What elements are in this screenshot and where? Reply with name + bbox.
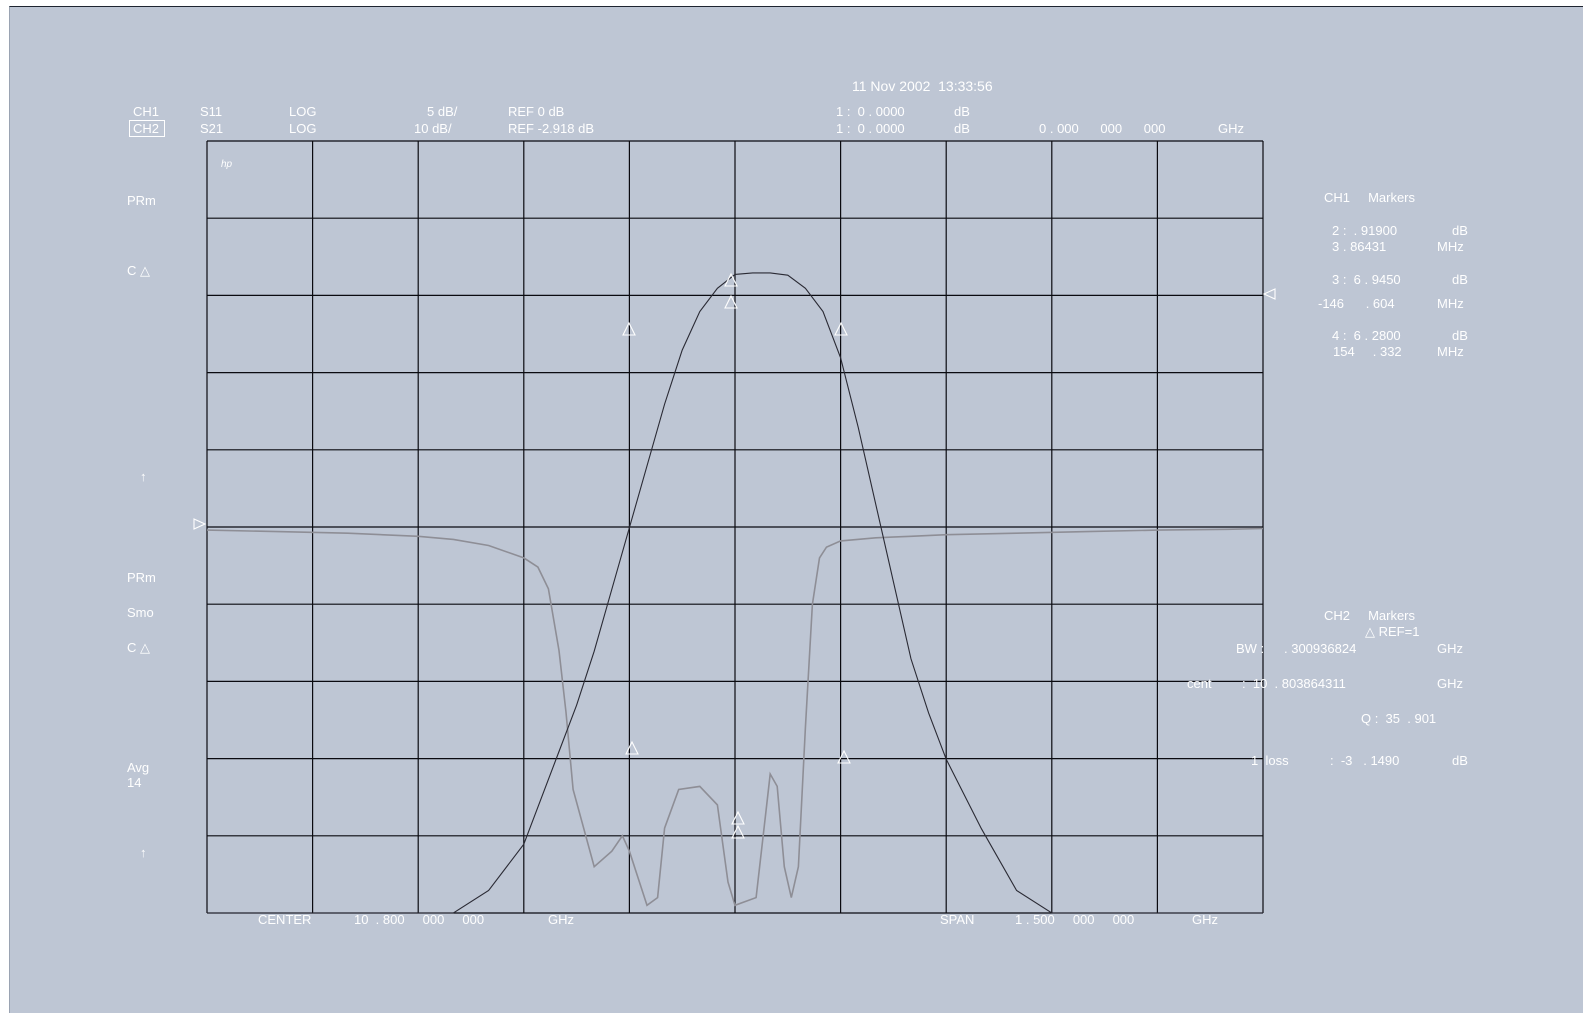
ch1-marker1-unit: dB [954, 104, 970, 119]
ch2-format: LOG [289, 121, 317, 136]
trace-markers [193, 272, 1276, 839]
ch1-marker4-freq: 154 . 332 [1333, 344, 1402, 359]
ch1-marker2-freq: 3 . 86431 [1332, 239, 1387, 254]
ch2-marker1-unit: dB [954, 121, 970, 136]
ref-pointer-ch1 [1262, 288, 1276, 300]
ch2-marker1-freq-unit: GHz [1218, 121, 1244, 136]
ch1-marker1-value: 1 : 0 . 0000 [836, 104, 905, 119]
ch1-format: LOG [289, 104, 317, 119]
ch1-markers-title: CH1 Markers [1324, 190, 1416, 205]
center-value: 10 . 800 000 000 [354, 912, 485, 927]
averaging: Avg [127, 760, 150, 775]
ch1-marker3-freq-unit: MHz [1437, 296, 1464, 311]
marker-3-ch1 [625, 740, 639, 755]
center-label: CENTER [258, 912, 312, 927]
ch1-ref: REF 0 dB [508, 104, 565, 119]
marker-1-ch1 [731, 810, 745, 839]
center-freq-label: cent [1187, 676, 1212, 691]
q-factor: Q : 35 . 901 [1361, 711, 1437, 726]
ch2-param: S21 [200, 121, 224, 136]
ch1-label[interactable]: CH1 [133, 104, 160, 119]
ch1-marker3-freq: -146 . 604 [1318, 296, 1395, 311]
ch1-marker2-freq-unit: MHz [1437, 239, 1464, 254]
span-label: SPAN [940, 912, 975, 927]
ref-pointer-ch2 [193, 518, 207, 530]
hp-logo: hp [221, 159, 233, 170]
ch1-marker3-value: 3 : 6 . 9450 [1332, 272, 1401, 287]
bandwidth-value: . 300936824 [1284, 641, 1357, 656]
trace-ch1-s11 [206, 527, 1264, 907]
bandwidth-label: BW : [1236, 641, 1265, 656]
power-range-ch2: PRm [127, 570, 156, 585]
bandwidth-unit: GHz [1437, 641, 1463, 656]
marker-1-ch2 [724, 272, 738, 309]
ch1-marker4-freq-unit: MHz [1437, 344, 1464, 359]
center-freq-value: : 10 . 803864311 [1242, 676, 1346, 691]
ch2-marker1-freq: 0 . 000 000 000 [1039, 121, 1166, 136]
ch2-marker-ref: △ REF=1 [1365, 624, 1420, 639]
trace-ch2-s21 [207, 272, 1263, 914]
ch1-marker2-value: 2 : . 91900 [1332, 223, 1398, 238]
correction-ch1: C △ [127, 263, 150, 278]
graticule [206, 140, 1264, 914]
span-unit: GHz [1192, 912, 1218, 927]
traces [206, 272, 1264, 914]
averaging-count: 14 [127, 775, 142, 790]
up-arrow-icon-2: ↑ [140, 845, 147, 860]
loss-value: : -3 . 1490 [1330, 753, 1400, 768]
ch2-ref: REF -2.918 dB [508, 121, 594, 136]
ch2-marker1-value: 1 : 0 . 0000 [836, 121, 905, 136]
up-arrow-icon: ↑ [140, 469, 147, 484]
ch1-marker3-unit: dB [1452, 272, 1468, 287]
marker-2-ch2 [622, 321, 636, 336]
span-value: 1 . 500 000 000 [1015, 912, 1135, 927]
analyzer-screen [9, 6, 1583, 1013]
ch1-param: S11 [200, 104, 223, 119]
timestamp: 11 Nov 2002 13:33:56 [852, 78, 993, 94]
smoothing: Smo [127, 605, 154, 620]
ch2-scale: 10 dB/ [414, 121, 452, 136]
center-unit: GHz [548, 912, 574, 927]
center-freq-unit: GHz [1437, 676, 1463, 691]
power-range-ch1: PRm [127, 193, 156, 208]
correction-ch2: C △ [127, 640, 150, 655]
ch1-marker2-unit: dB [1452, 223, 1468, 238]
ch2-label-active[interactable]: CH2 [129, 120, 166, 137]
ch2-markers-title: CH2 Markers [1324, 608, 1416, 623]
ch1-scale: 5 dB/ [427, 104, 458, 119]
ch1-marker4-value: 4 : 6 . 2800 [1332, 328, 1401, 343]
marker-4-ch1 [837, 749, 851, 764]
marker-3-ch2 [834, 321, 848, 336]
loss-unit: dB [1452, 753, 1468, 768]
loss-label: 1 loss [1251, 753, 1289, 768]
ch1-marker4-unit: dB [1452, 328, 1468, 343]
